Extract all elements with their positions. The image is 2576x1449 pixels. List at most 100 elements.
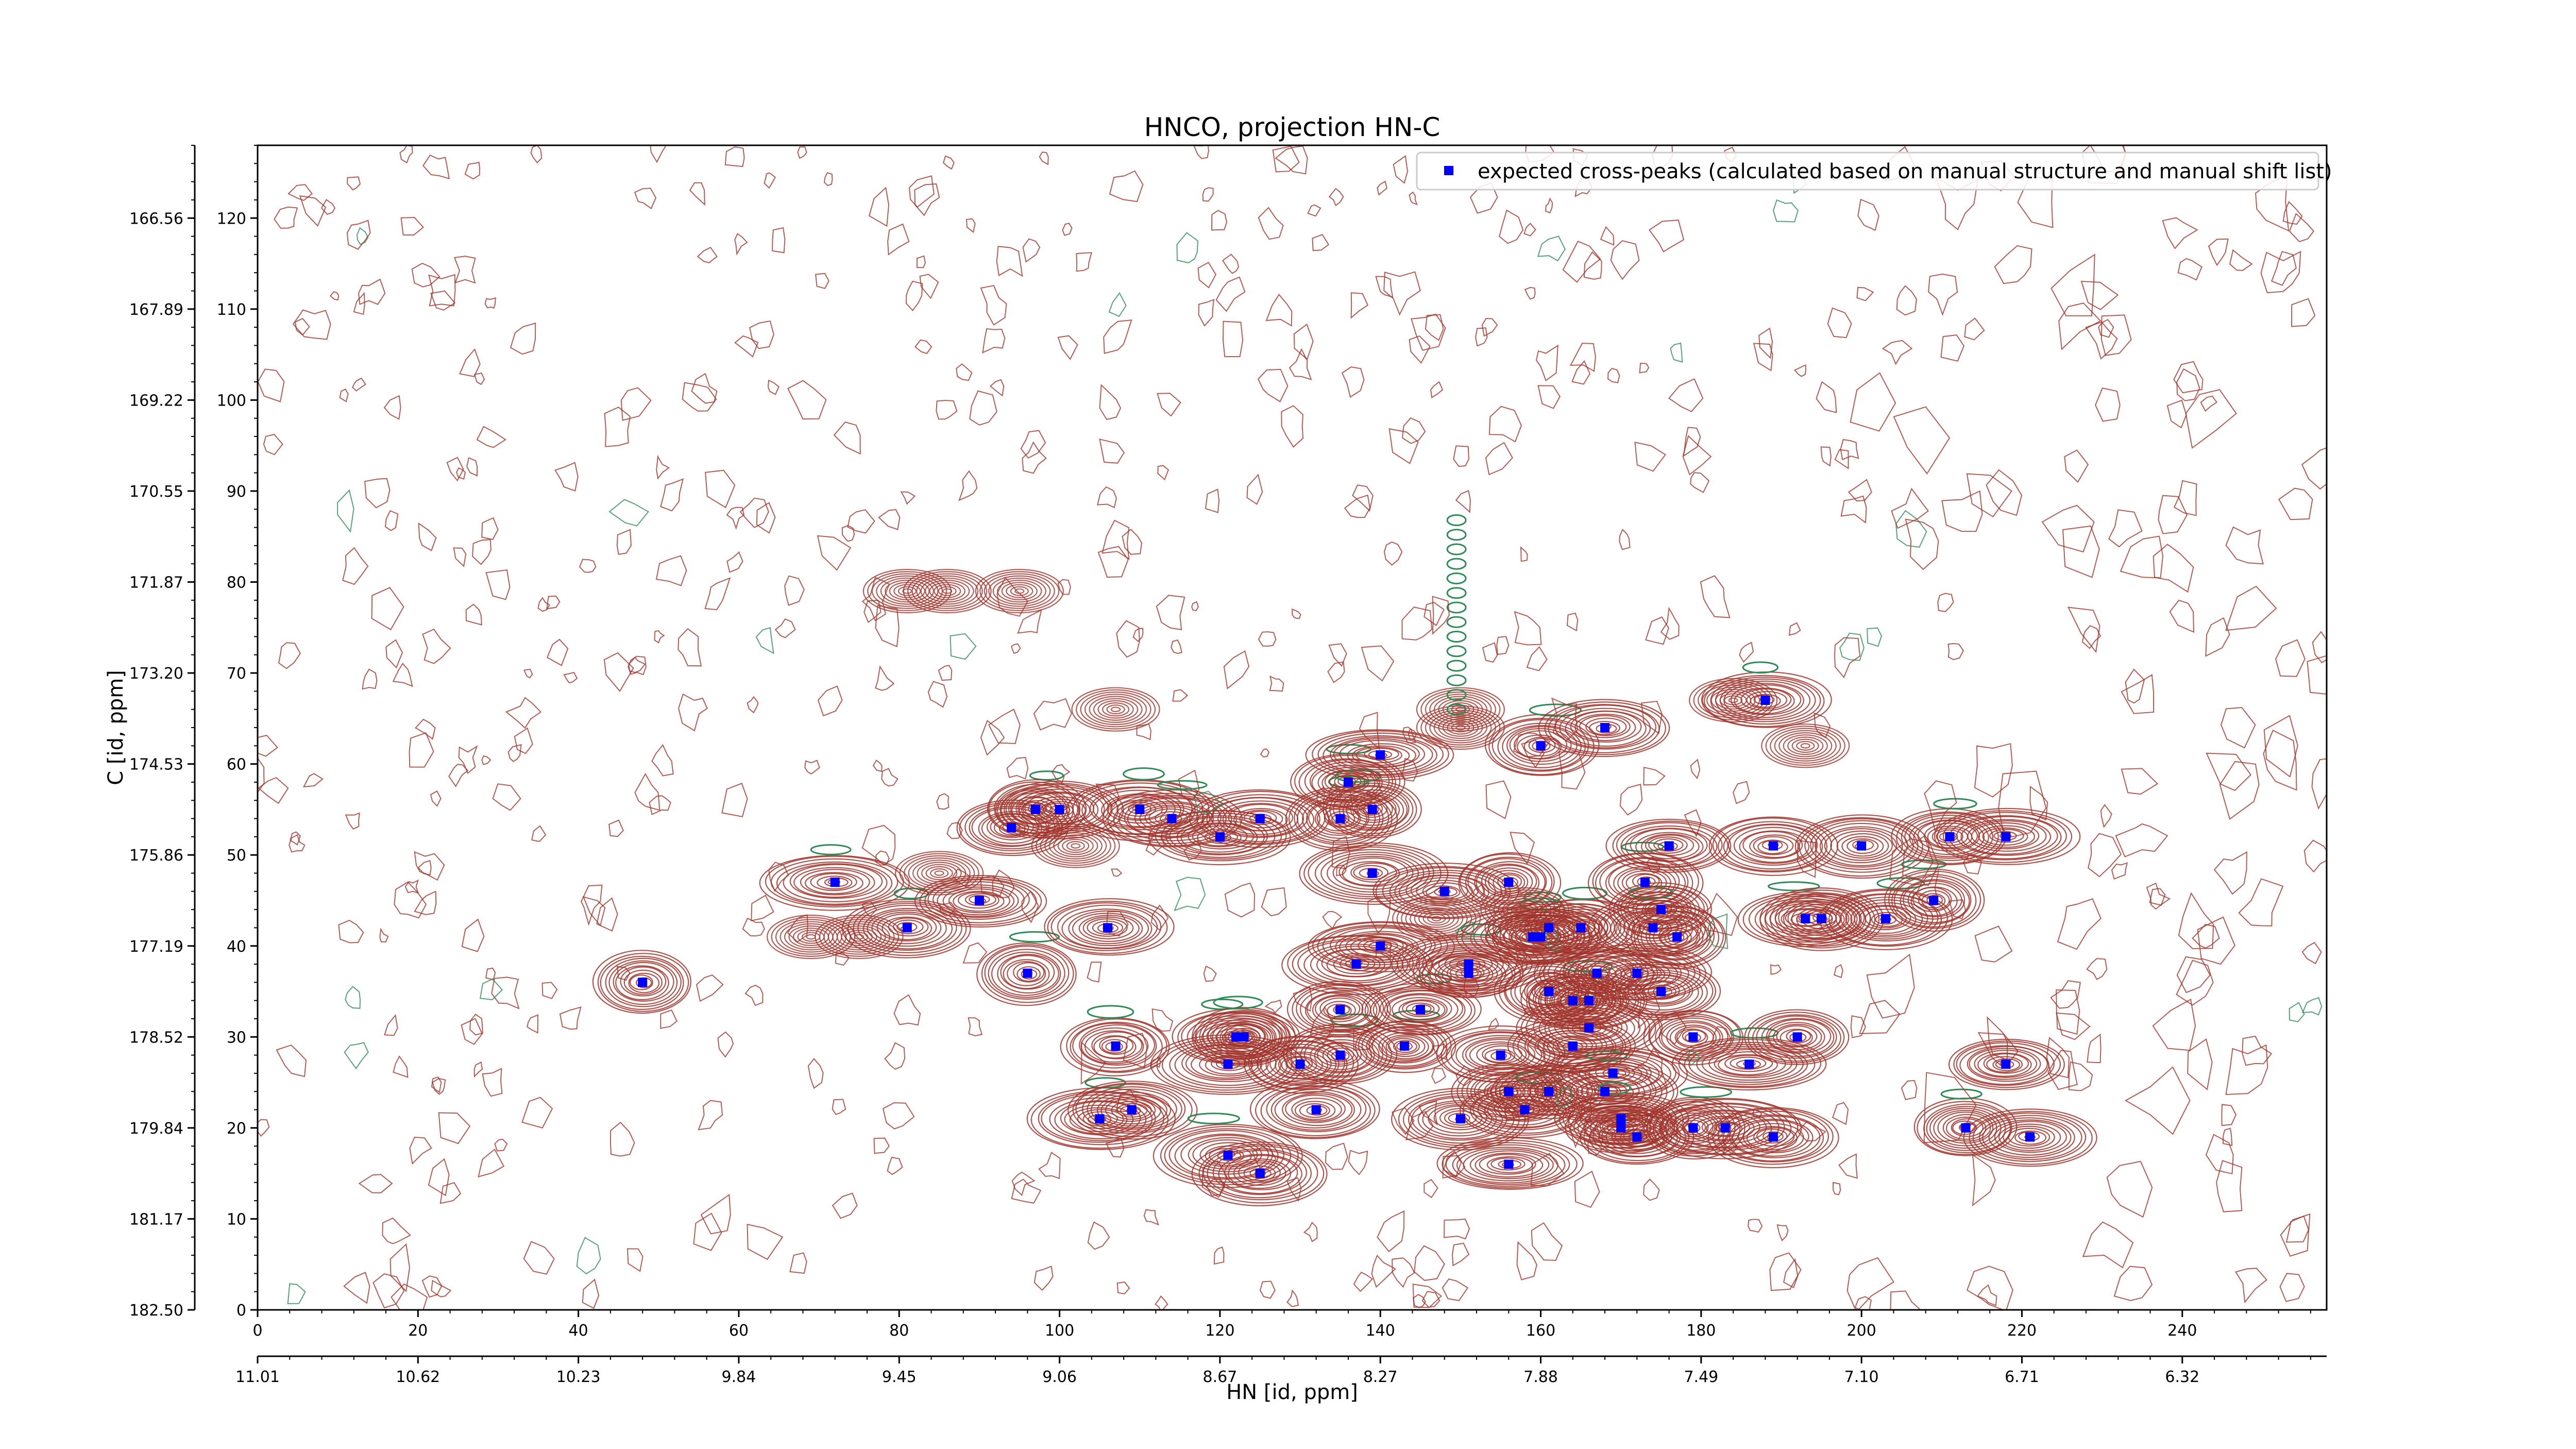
- contour-ring: [1484, 1093, 1567, 1128]
- noise-contour: [2082, 1221, 2134, 1269]
- contour-ring: [1724, 1055, 1773, 1072]
- contour-ring: [1332, 786, 1410, 831]
- contour-ring: [916, 575, 979, 607]
- contour-ring: [1070, 1021, 1163, 1072]
- noise-contour: [2158, 495, 2188, 534]
- noise-contour: [1391, 1107, 1415, 1135]
- contour-ring: [1770, 728, 1841, 764]
- noise-contour: [823, 172, 833, 187]
- expected-cross-peak: [1632, 1132, 1642, 1142]
- contour-ring: [1859, 905, 1911, 931]
- noise-contour: [461, 1018, 483, 1045]
- contour-ring: [2014, 1130, 2047, 1145]
- contour-ring: [1519, 906, 1530, 913]
- contour-ring: [1327, 1047, 1354, 1063]
- noise-contour: [1057, 335, 1078, 360]
- noise-contour: [1412, 1294, 1426, 1308]
- noise-contour: [1011, 643, 1021, 654]
- noise-contour: [1183, 839, 1202, 861]
- expected-cross-peak: [1656, 987, 1666, 997]
- contour-ring: [1436, 1137, 1584, 1190]
- noise-contour: [878, 509, 901, 530]
- noise-contour: [1176, 232, 1199, 264]
- x-tick-label: 120: [1205, 1322, 1234, 1340]
- noise-contour: [258, 757, 265, 793]
- noise-contour: [1455, 490, 1471, 513]
- noise-contour: [465, 603, 482, 626]
- noise-contour: [342, 547, 369, 585]
- noise-contour: [274, 206, 298, 229]
- noise-contour: [2057, 898, 2102, 950]
- noise-contour: [1377, 1210, 1405, 1253]
- noise-contour: [1619, 783, 1643, 816]
- contour-ring: [1044, 898, 1175, 956]
- contour-ring: [1299, 1103, 1330, 1118]
- noise-contour: [726, 551, 743, 573]
- contour-ring: [988, 949, 1065, 998]
- noise-contour: [1111, 868, 1123, 877]
- expected-cross-peak: [1167, 814, 1177, 823]
- contour-ring: [1386, 994, 1452, 1023]
- noise-contour: [1423, 1178, 1438, 1199]
- contour-ring: [1188, 1137, 1269, 1172]
- noise-contour: [1442, 1155, 1466, 1179]
- noise-contour: [1682, 435, 1712, 476]
- noise-contour: [1328, 643, 1347, 667]
- noise-contour: [1820, 446, 1832, 467]
- contour-ring: [1201, 794, 1320, 844]
- contour-ring: [1021, 800, 1053, 819]
- noise-contour: [1496, 636, 1510, 655]
- noise-contour: [982, 328, 1006, 353]
- contour-ring: [1502, 898, 1548, 921]
- contour-ring: [1071, 843, 1081, 849]
- contour-ring: [862, 569, 952, 614]
- noise-contour: [2152, 998, 2196, 1051]
- noise-contour: [1648, 220, 1685, 252]
- noise-contour: [415, 718, 436, 740]
- noise-contour: [1336, 864, 1347, 877]
- noise-contour: [1783, 1258, 1799, 1289]
- contour-ring: [1810, 820, 1914, 870]
- noise-contour: [432, 1077, 446, 1095]
- noise-contour: [1414, 1245, 1445, 1281]
- contour-ring: [1608, 882, 1712, 936]
- noise-contour: [1202, 187, 1214, 202]
- contour-ring: [1324, 807, 1360, 828]
- noise-contour: [2219, 761, 2260, 820]
- contour-ring: [1583, 1112, 1689, 1164]
- contour-ring: [1084, 694, 1147, 726]
- noise-contour: [734, 233, 748, 256]
- expected-cross-peak: [1504, 878, 1514, 887]
- noise-contour: [1537, 385, 1561, 409]
- expected-cross-peak: [638, 978, 648, 987]
- contour-ring: [1704, 675, 1825, 728]
- expected-cross-peak: [1335, 814, 1345, 823]
- noise-contour: [453, 547, 467, 567]
- expected-cross-peak: [1295, 1059, 1305, 1069]
- contour-ring: [1392, 896, 1481, 941]
- noise-contour: [2162, 217, 2198, 249]
- noise-contour: [804, 760, 820, 774]
- contour-ring: [1708, 816, 1839, 876]
- contour-ring: [1488, 870, 1529, 894]
- noise-contour: [1882, 340, 1913, 365]
- expected-cross-peak: [1007, 823, 1016, 833]
- noise-contour: [1770, 964, 1782, 975]
- expected-cross-peak: [1616, 1114, 1626, 1124]
- contour-ring: [1765, 726, 1845, 766]
- noise-contour: [1772, 199, 1799, 223]
- noise-contour: [1891, 487, 1929, 529]
- noise-contour: [1095, 783, 1120, 807]
- noise-contour: [628, 656, 646, 673]
- contour-ring: [1022, 801, 1046, 816]
- contour-ring: [1438, 698, 1483, 721]
- noise-contour: [1011, 1171, 1036, 1197]
- contour-ring: [1773, 1023, 1822, 1051]
- contour-ring: [1742, 831, 1803, 859]
- contour-ring: [1274, 1091, 1355, 1129]
- contour-ring: [1405, 874, 1485, 906]
- noise-contour: [1322, 911, 1343, 930]
- noise-contour: [649, 795, 671, 816]
- contour-ring: [1850, 902, 1923, 936]
- noise-contour: [337, 489, 354, 533]
